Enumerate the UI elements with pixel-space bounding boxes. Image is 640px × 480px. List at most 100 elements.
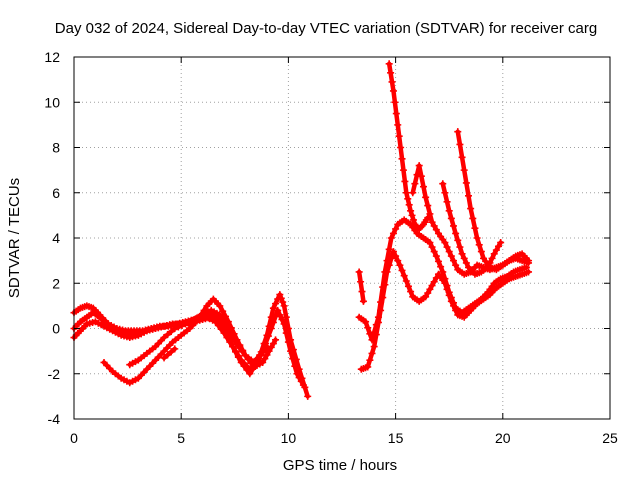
data-point xyxy=(388,78,396,86)
data-point xyxy=(439,180,447,188)
data-point xyxy=(272,300,280,308)
data-point xyxy=(458,153,466,161)
axis-ticks: 0 5 10 15 20 25 -4 -2 0 2 4 6 8 10 12 xyxy=(44,49,618,446)
data-point xyxy=(422,293,430,301)
data-point xyxy=(171,325,179,332)
data-point xyxy=(430,222,438,230)
data-point xyxy=(488,254,496,262)
data-point xyxy=(400,272,408,280)
data-point xyxy=(274,306,282,314)
data-point xyxy=(428,282,436,290)
data-point xyxy=(525,257,533,265)
data-point xyxy=(409,216,417,224)
data-point xyxy=(397,144,405,151)
data-point xyxy=(434,257,442,265)
data-point xyxy=(178,321,186,329)
series-band xyxy=(356,269,366,304)
data-point xyxy=(385,245,393,253)
data-point xyxy=(358,288,366,296)
data-point xyxy=(449,302,457,310)
series-band xyxy=(455,129,531,272)
data-point xyxy=(263,351,271,359)
y-tick-label: 4 xyxy=(52,230,60,246)
series-track-12 xyxy=(454,128,533,274)
data-point xyxy=(525,268,533,276)
y-tick-label: -4 xyxy=(48,411,61,427)
data-point xyxy=(389,87,397,95)
data-point xyxy=(417,172,425,180)
data-point xyxy=(200,306,208,314)
data-point xyxy=(486,259,494,267)
data-point xyxy=(223,334,231,342)
data-point xyxy=(411,180,419,188)
data-point xyxy=(234,352,242,360)
data-point xyxy=(224,318,232,326)
data-point xyxy=(432,226,440,234)
series-track-8 xyxy=(357,248,533,373)
data-point xyxy=(443,285,451,293)
data-point xyxy=(364,363,372,371)
data-point xyxy=(415,162,423,170)
data-point xyxy=(426,285,434,293)
data-point xyxy=(265,347,273,355)
data-point xyxy=(372,331,380,339)
data-point xyxy=(304,392,312,400)
data-point xyxy=(399,166,407,174)
data-point xyxy=(269,304,277,312)
data-point xyxy=(422,193,430,201)
data-point xyxy=(282,313,290,321)
data-point xyxy=(174,323,182,331)
series-track-10 xyxy=(385,60,432,233)
x-tick-label: 25 xyxy=(602,430,618,446)
data-point xyxy=(497,239,505,247)
data-point xyxy=(227,331,235,339)
y-tick-label: 8 xyxy=(52,140,60,156)
data-point xyxy=(284,325,292,332)
data-point xyxy=(364,324,372,332)
data-point xyxy=(395,132,403,140)
data-point xyxy=(222,323,230,331)
data-point xyxy=(419,183,427,191)
x-tick-label: 15 xyxy=(388,430,404,446)
grid-lines xyxy=(74,57,610,419)
data-point xyxy=(437,263,445,271)
data-point xyxy=(428,218,436,226)
data-point xyxy=(277,294,285,302)
data-point xyxy=(418,222,426,230)
data-point xyxy=(402,277,410,285)
data-point xyxy=(276,291,284,299)
data-point xyxy=(456,243,464,251)
data-point xyxy=(445,291,453,299)
data-point xyxy=(276,311,284,319)
data-point xyxy=(217,325,225,333)
data-point xyxy=(424,289,432,297)
data-point xyxy=(392,252,400,260)
data-point xyxy=(454,236,462,244)
data-point xyxy=(359,297,367,305)
data-point xyxy=(445,207,453,215)
data-point xyxy=(387,234,395,242)
data-point xyxy=(407,288,415,296)
data-point xyxy=(385,261,393,269)
data-point xyxy=(432,252,440,260)
data-point xyxy=(261,355,269,363)
y-tick-label: 0 xyxy=(52,321,60,337)
data-point xyxy=(379,294,387,302)
data-point xyxy=(269,340,277,348)
data-point xyxy=(295,365,303,373)
series-track-3 xyxy=(70,313,254,373)
data-point xyxy=(439,268,447,276)
data-point xyxy=(469,214,477,222)
data-point xyxy=(214,321,222,329)
data-point xyxy=(441,239,449,247)
data-point xyxy=(385,60,393,68)
data-point xyxy=(222,312,230,320)
data-point xyxy=(219,319,227,327)
y-axis-label: SDTVAR / TECUs xyxy=(6,178,23,298)
data-point xyxy=(267,313,275,321)
data-point xyxy=(219,307,227,315)
data-point xyxy=(456,140,464,148)
data-point xyxy=(404,195,412,203)
data-point xyxy=(366,330,374,338)
series-track-2 xyxy=(70,291,312,400)
